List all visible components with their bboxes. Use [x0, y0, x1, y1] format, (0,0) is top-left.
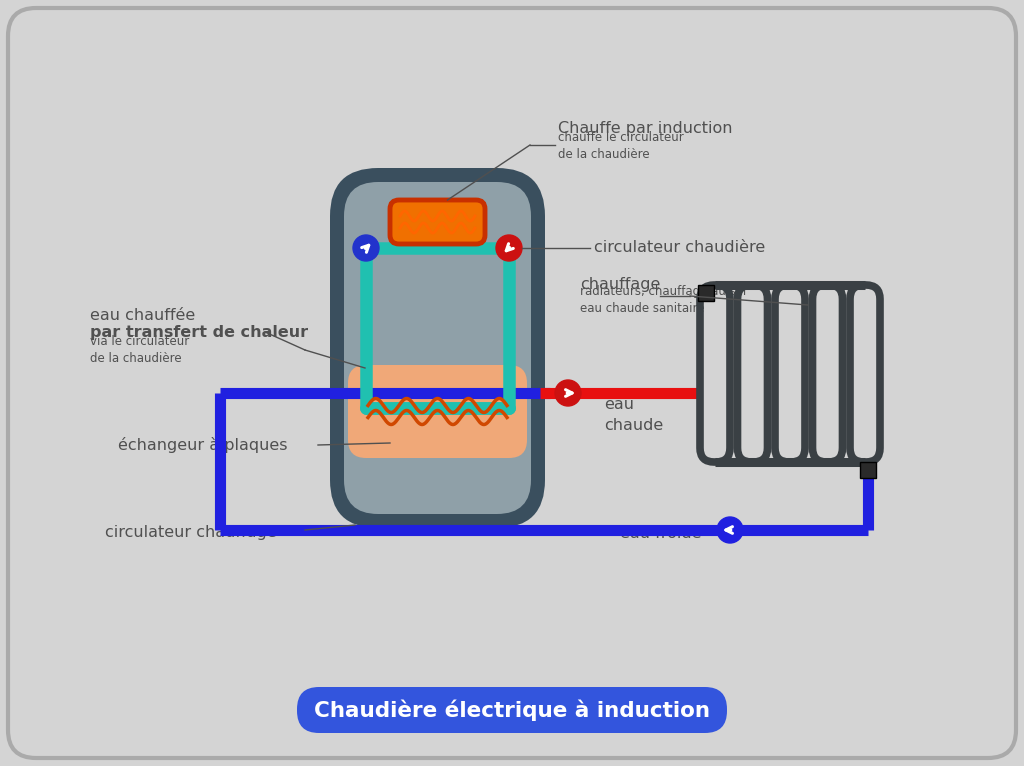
- FancyBboxPatch shape: [297, 687, 727, 733]
- FancyBboxPatch shape: [344, 182, 531, 514]
- Circle shape: [555, 380, 581, 406]
- Text: radiateurs, chauffage au sol
eau chaude sanitaire: radiateurs, chauffage au sol eau chaude …: [580, 285, 746, 315]
- Text: échangeur à plaques: échangeur à plaques: [118, 437, 288, 453]
- FancyBboxPatch shape: [390, 200, 485, 244]
- Circle shape: [496, 235, 522, 261]
- Text: eau froide: eau froide: [620, 525, 701, 541]
- Text: Chaudière électrique à induction: Chaudière électrique à induction: [314, 699, 710, 721]
- Text: circulateur chauffage: circulateur chauffage: [105, 525, 276, 541]
- Text: via le circulateur
de la chaudière: via le circulateur de la chaudière: [90, 335, 189, 365]
- Circle shape: [353, 235, 379, 261]
- FancyBboxPatch shape: [330, 168, 545, 528]
- FancyBboxPatch shape: [698, 285, 714, 301]
- Circle shape: [717, 517, 743, 543]
- Text: eau chauffée: eau chauffée: [90, 307, 196, 322]
- Text: circulateur chaudière: circulateur chaudière: [594, 241, 765, 256]
- Text: par transfert de chaleur: par transfert de chaleur: [90, 325, 308, 339]
- FancyBboxPatch shape: [8, 8, 1016, 758]
- Text: chauffe le circulateur
de la chaudière: chauffe le circulateur de la chaudière: [558, 131, 684, 161]
- Text: eau
chaude: eau chaude: [604, 397, 664, 433]
- Text: Chauffe par induction: Chauffe par induction: [558, 120, 732, 136]
- FancyBboxPatch shape: [348, 365, 527, 458]
- FancyBboxPatch shape: [860, 462, 876, 478]
- Text: chauffage: chauffage: [580, 277, 660, 293]
